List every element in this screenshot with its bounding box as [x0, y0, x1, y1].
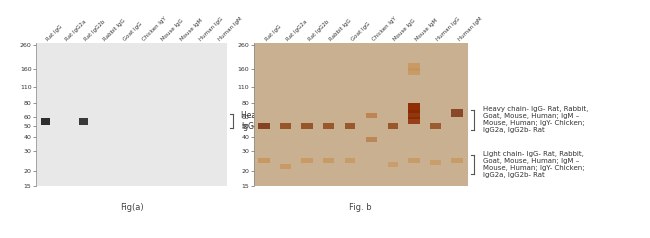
- Bar: [451, 158, 463, 163]
- Text: Fig. b: Fig. b: [350, 203, 372, 212]
- Bar: [258, 123, 270, 129]
- Bar: [408, 63, 421, 71]
- Text: Fig(a): Fig(a): [120, 203, 144, 212]
- Text: Light chain- IgG- Rat, Rabbit,
Goat, Mouse, Human; IgM –
Mouse, Human; IgY- Chic: Light chain- IgG- Rat, Rabbit, Goat, Mou…: [483, 151, 584, 178]
- Bar: [280, 164, 291, 169]
- Bar: [408, 103, 421, 114]
- Bar: [280, 123, 291, 129]
- Bar: [344, 158, 356, 163]
- Bar: [79, 118, 88, 125]
- Bar: [408, 68, 421, 75]
- Bar: [408, 110, 421, 119]
- Bar: [387, 123, 398, 129]
- Bar: [408, 117, 421, 124]
- Bar: [344, 123, 356, 129]
- Bar: [258, 158, 270, 163]
- Bar: [408, 158, 421, 163]
- Bar: [430, 123, 441, 129]
- Bar: [451, 109, 463, 117]
- Bar: [366, 137, 377, 142]
- Bar: [40, 118, 50, 125]
- Bar: [366, 113, 377, 118]
- Bar: [301, 158, 313, 163]
- Text: Heavy chain- IgG- Rat
IgG2b: Heavy chain- IgG- Rat IgG2b: [241, 111, 324, 131]
- Bar: [322, 123, 335, 129]
- Bar: [387, 162, 398, 167]
- Text: Heavy chain- IgG- Rat, Rabbit,
Goat, Mouse, Human; IgM –
Mouse, Human; IgY- Chic: Heavy chain- IgG- Rat, Rabbit, Goat, Mou…: [483, 106, 588, 134]
- Bar: [301, 123, 313, 129]
- Bar: [430, 160, 441, 164]
- Bar: [322, 158, 335, 163]
